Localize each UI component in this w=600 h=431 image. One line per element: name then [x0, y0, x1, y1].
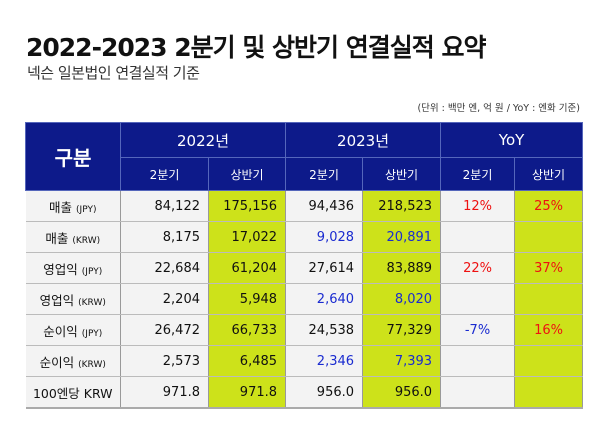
row-label-text: 영업익 — [39, 292, 75, 308]
table-cell — [440, 345, 516, 377]
table-cell: 20,891 — [362, 221, 442, 253]
header-yoy: YoY — [440, 122, 584, 158]
table-cell: 27,614 — [285, 252, 364, 284]
page-title: 2022-2023 2분기 및 상반기 연결실적 요약 — [26, 33, 486, 62]
table-cell: 61,204 — [208, 252, 287, 284]
row-label-text: 100엔당 KRW — [32, 385, 113, 401]
table-cell: 24,538 — [285, 314, 364, 346]
row-label: 영업익 (JPY) — [25, 252, 121, 284]
table-cell: 956.0 — [285, 376, 364, 409]
table-cell — [514, 221, 584, 253]
earnings-table: 구분 2022년 2023년 YoY 2분기 상반기 2분기 상반기 2분기 상반기 매출… — [25, 122, 584, 409]
subheader: 상반기 — [514, 157, 584, 191]
table-cell — [440, 221, 516, 253]
subheader: 2분기 — [285, 157, 364, 191]
table-cell — [514, 376, 584, 409]
table-cell: 7,393 — [362, 345, 442, 377]
table-cell: 12% — [440, 190, 516, 222]
row-label-text: 순이익 — [43, 323, 78, 339]
page-subtitle: 넥슨 일본법인 연결실적 기준 — [27, 64, 200, 82]
header-corner: 구분 — [25, 122, 121, 191]
row-label: 순이익 (KRW) — [25, 345, 121, 377]
table-cell: 2,346 — [285, 345, 364, 377]
row-label: 매출 (JPY) — [25, 190, 121, 222]
row-label: 영업익 (KRW) — [25, 283, 121, 315]
row-unit: (KRW) — [78, 359, 106, 370]
table-cell: 2,204 — [120, 283, 209, 315]
table-row: 순이익 (KRW) 2,573 6,485 2,346 7,393 — [25, 345, 584, 377]
table-cell: 26,472 — [120, 314, 209, 346]
table-cell: 956.0 — [362, 376, 442, 409]
table-cell: 6,485 — [208, 345, 287, 377]
subheader: 상반기 — [362, 157, 442, 191]
table-cell: 971.8 — [120, 376, 209, 409]
table-row: 영업익 (KRW) 2,204 5,948 2,640 8,020 — [25, 283, 584, 315]
table-cell — [440, 283, 516, 315]
table-cell — [514, 283, 584, 315]
table-cell: 16% — [514, 314, 584, 346]
subheader: 2분기 — [440, 157, 516, 191]
table-cell: -7% — [440, 314, 516, 346]
row-unit: (KRW) — [72, 235, 101, 246]
table-cell — [440, 376, 516, 409]
table-cell: 5,948 — [208, 283, 287, 315]
subheader: 2분기 — [120, 157, 209, 191]
table-cell: 17,022 — [208, 221, 287, 253]
row-label: 매출 (KRW) — [25, 221, 121, 253]
table-cell: 8,175 — [120, 221, 209, 253]
table-row: 100엔당 KRW 971.8 971.8 956.0 956.0 — [25, 376, 584, 409]
table-cell: 37% — [514, 252, 584, 284]
table-cell — [514, 345, 584, 377]
table-cell: 9,028 — [285, 221, 364, 253]
row-unit: (JPY) — [81, 266, 103, 277]
table-row: 매출 (JPY) 84,122 175,156 94,436 218,523 12% 25% — [25, 190, 584, 222]
header-2022: 2022년 — [119, 122, 287, 158]
table-cell: 2,640 — [285, 283, 364, 315]
table-cell: 22,684 — [120, 252, 209, 284]
row-unit: (JPY) — [81, 328, 103, 339]
row-label: 100엔당 KRW — [25, 376, 121, 409]
row-unit: (KRW) — [78, 297, 106, 308]
header-2023: 2023년 — [285, 122, 442, 158]
row-label-text: 순이익 — [39, 354, 75, 370]
row-label: 순이익 (JPY) — [25, 314, 121, 346]
table-cell: 2,573 — [120, 345, 209, 377]
table-row: 순이익 (JPY) 26,472 66,733 24,538 77,329 -7% 16% — [25, 314, 584, 346]
table-cell: 175,156 — [208, 190, 287, 222]
table-cell: 22% — [440, 252, 516, 284]
table-cell: 77,329 — [362, 314, 442, 346]
table-cell: 83,889 — [362, 252, 442, 284]
row-label-text: 영업익 — [43, 261, 78, 277]
table-cell: 971.8 — [208, 376, 287, 409]
row-unit: (JPY) — [76, 204, 97, 215]
table-cell: 25% — [514, 190, 584, 222]
table-cell: 66,733 — [208, 314, 287, 346]
unit-note: (단위 : 백만 엔, 억 원 / YoY : 엔화 기준) — [417, 103, 580, 114]
table-cell: 218,523 — [362, 190, 442, 222]
table-row: 매출 (KRW) 8,175 17,022 9,028 20,891 — [25, 221, 584, 253]
row-label-text: 매출 — [49, 199, 73, 215]
table-cell: 94,436 — [285, 190, 364, 222]
table-cell: 8,020 — [362, 283, 442, 315]
row-label-text: 매출 — [45, 230, 69, 246]
table-cell: 84,122 — [120, 190, 209, 222]
subheader: 상반기 — [207, 157, 287, 191]
table-row: 영업익 (JPY) 22,684 61,204 27,614 83,889 22% 37% — [25, 252, 584, 284]
